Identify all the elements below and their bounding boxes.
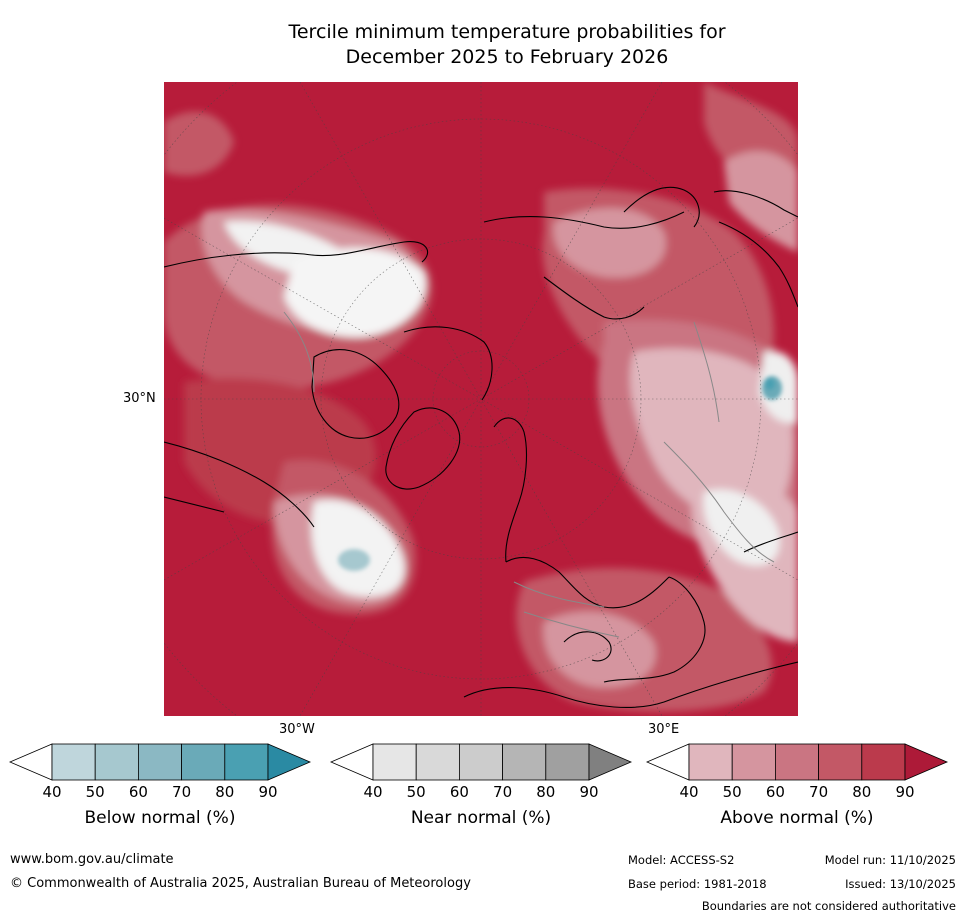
colorbar-above-tick-label: 50 — [722, 783, 742, 801]
colorbar-near-tick-label: 40 — [363, 783, 383, 801]
legend-below-label: Below normal (%) — [84, 808, 236, 828]
colorbar-near-segment — [415, 743, 460, 781]
colorbar-above-tick-label: 60 — [765, 783, 785, 801]
legend-above-label: Above normal (%) — [720, 808, 874, 828]
lat-label-30n: 30°N — [123, 391, 156, 406]
colorbar-above-segment — [861, 743, 906, 781]
lon-label-30w: 30°W — [279, 722, 315, 737]
colorbar-below-max-extend — [267, 743, 312, 781]
colorbar-near-tick-label: 80 — [536, 783, 556, 801]
colorbar-above-tick-label: 40 — [679, 783, 699, 801]
colorbar-above-min-extend — [645, 743, 690, 781]
colorbar-below-segment — [51, 743, 96, 781]
colorbar-near-tick-label: 70 — [493, 783, 513, 801]
title-line-1: Tercile minimum temperature probabilitie… — [288, 21, 726, 43]
colorbar-below-tick-label: 80 — [215, 783, 235, 801]
base-period: Base period: 1981-2018 — [628, 877, 767, 891]
colorbar-above-segment — [688, 743, 733, 781]
colorbar-near-max-extend — [588, 743, 633, 781]
colorbar-above-segment — [731, 743, 776, 781]
colorbar-above-segment — [818, 743, 863, 781]
colorbar-below-graphic — [8, 743, 312, 781]
colorbar-near-tick-label: 50 — [406, 783, 426, 801]
colorbar-near-segment — [502, 743, 547, 781]
colorbar-above-tick-label: 70 — [809, 783, 829, 801]
model-name: Model: ACCESS-S2 — [628, 853, 735, 867]
model-run-date: Model run: 11/10/2025 — [824, 853, 956, 867]
issued-date: Issued: 13/10/2025 — [845, 877, 956, 891]
colorbar-near — [329, 743, 633, 781]
colorbar-near-tick-label: 90 — [579, 783, 599, 801]
colorbar-below-tick-label: 70 — [172, 783, 192, 801]
colorbar-below-tick-label: 40 — [42, 783, 62, 801]
colorbar-below-segment — [224, 743, 269, 781]
map-graphic — [164, 82, 798, 716]
probability-map[interactable] — [164, 82, 798, 716]
website-link[interactable]: www.bom.gov.au/climate — [10, 852, 174, 867]
colorbar-above-graphic — [645, 743, 949, 781]
colorbar-near-segment — [458, 743, 503, 781]
colorbar-near-min-extend — [329, 743, 374, 781]
colorbar-above-segment — [774, 743, 819, 781]
title-line-2: December 2025 to February 2026 — [345, 46, 669, 68]
legend-near-label: Near normal (%) — [410, 808, 552, 828]
map-title: Tercile minimum temperature probabilitie… — [0, 20, 965, 70]
colorbar-below-tick-label: 60 — [128, 783, 148, 801]
colorbar-below-segment — [181, 743, 226, 781]
colorbar-above — [645, 743, 949, 781]
colorbar-near-segment — [545, 743, 590, 781]
colorbar-above-tick-label: 80 — [852, 783, 872, 801]
colorbar-above-max-extend — [904, 743, 949, 781]
colorbar-near-graphic — [329, 743, 633, 781]
copyright-text: © Commonwealth of Australia 2025, Austra… — [10, 876, 471, 891]
colorbar-below-tick-label: 90 — [258, 783, 278, 801]
lon-label-30e: 30°E — [648, 722, 680, 737]
colorbar-below-min-extend — [8, 743, 53, 781]
colorbar-below — [8, 743, 312, 781]
colorbar-below-tick-label: 50 — [85, 783, 105, 801]
colorbar-below-segment — [137, 743, 182, 781]
colorbar-above-tick-label: 90 — [895, 783, 915, 801]
colorbar-near-segment — [372, 743, 417, 781]
colorbar-near-tick-label: 60 — [449, 783, 469, 801]
boundaries-disclaimer: Boundaries are not considered authoritat… — [701, 899, 956, 913]
colorbar-below-segment — [94, 743, 139, 781]
